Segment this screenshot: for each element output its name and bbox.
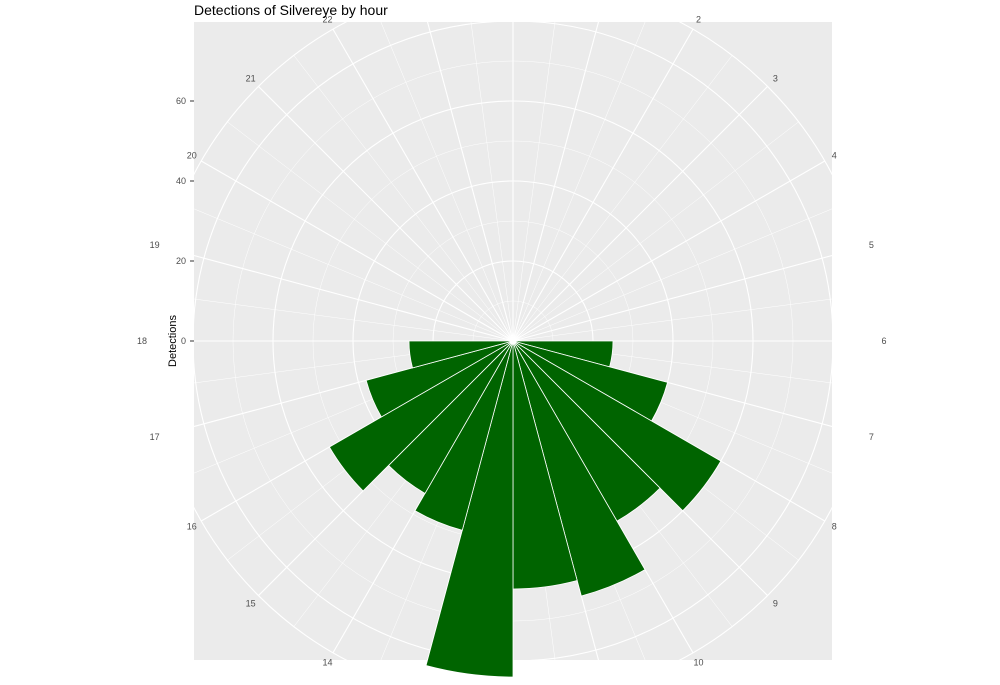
grid-spoke	[332, 28, 514, 342]
hour-label: 8	[832, 522, 837, 532]
y-tick-label: 60	[176, 96, 186, 106]
hour-label: 14	[322, 657, 332, 667]
grid-spoke-minor	[375, 8, 514, 342]
hour-labels: 0/24123456789101112131415161718192021222…	[137, 15, 887, 668]
grid-spoke-minor	[512, 121, 799, 342]
grid-spoke	[512, 247, 861, 342]
grid-spoke	[512, 0, 605, 342]
hour-label: 15	[246, 598, 256, 608]
bar-hour-10	[512, 340, 646, 597]
chart-title: Detections of Silvereye by hour	[194, 2, 388, 18]
grid-spoke	[258, 86, 514, 342]
hour-label: 20	[187, 151, 197, 161]
bar-hour-16	[365, 340, 514, 418]
hour-label: 21	[246, 74, 256, 84]
grid-spoke-minor	[512, 0, 559, 342]
grid-spoke	[200, 160, 514, 342]
y-tick-label: 40	[176, 176, 186, 186]
hour-label: 10	[693, 657, 703, 667]
y-axis-ticks: 0 20 40 60	[176, 96, 194, 346]
hour-label: 2	[696, 15, 701, 25]
hour-label: 19	[150, 240, 160, 250]
grid-spoke-minor	[293, 55, 514, 342]
bar-hour-8	[512, 340, 722, 512]
grid-spoke	[165, 247, 514, 342]
y-tick-label: 0	[181, 336, 186, 346]
hour-label: 17	[150, 432, 160, 442]
grid-spoke-minor	[512, 55, 733, 342]
hour-label: 22	[322, 15, 332, 25]
hour-label: 9	[773, 598, 778, 608]
grid-spoke	[421, 0, 514, 342]
grid-spoke-minor	[512, 293, 870, 342]
grid-spoke-minor	[156, 293, 514, 342]
hour-label: 3	[773, 74, 778, 84]
bar-hour-13	[414, 340, 514, 531]
grid-spoke-minor	[512, 8, 651, 342]
grid-spoke-minor	[180, 203, 514, 342]
grid-spoke	[512, 160, 826, 342]
hour-label: 16	[187, 522, 197, 532]
grid-spoke-minor	[467, 0, 514, 342]
hour-label: 7	[869, 432, 874, 442]
bars	[328, 340, 722, 678]
bar-hour-15	[328, 340, 514, 492]
hour-label: 4	[832, 151, 837, 161]
hour-label: 6	[881, 336, 886, 346]
hour-label: 18	[137, 336, 147, 346]
grid-spoke-minor	[227, 121, 514, 342]
grid-spoke	[512, 28, 694, 342]
bar-hour-12	[425, 340, 514, 678]
y-axis-title: Detections	[167, 315, 179, 367]
grid-spoke-minor	[512, 203, 846, 342]
bar-hour-17	[408, 340, 514, 369]
grid-spoke	[512, 86, 768, 342]
y-tick-label: 20	[176, 256, 186, 266]
hour-label: 5	[869, 240, 874, 250]
